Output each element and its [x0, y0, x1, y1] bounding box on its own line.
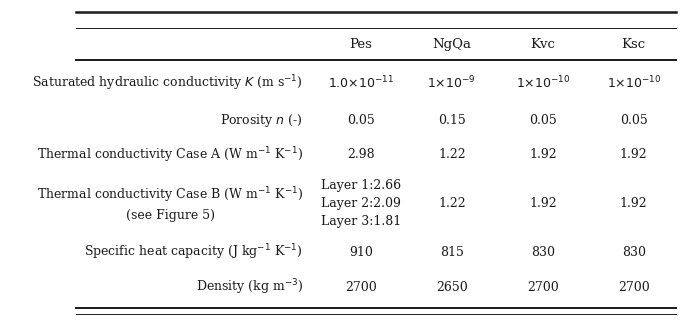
Text: 1.92: 1.92: [620, 197, 647, 210]
Text: 1.92: 1.92: [620, 149, 647, 162]
Text: 0.15: 0.15: [438, 114, 466, 127]
Text: $1{\times}10^{-10}$: $1{\times}10^{-10}$: [606, 75, 661, 91]
Text: Saturated hydraulic conductivity $K$ (m s$^{-1}$): Saturated hydraulic conductivity $K$ (m …: [32, 73, 303, 93]
Text: $1.0{\times}10^{-11}$: $1.0{\times}10^{-11}$: [328, 75, 394, 91]
Text: 1.92: 1.92: [529, 149, 557, 162]
Text: Kvc: Kvc: [531, 37, 555, 50]
Text: 0.05: 0.05: [529, 114, 557, 127]
Text: 2.98: 2.98: [347, 149, 374, 162]
Text: 830: 830: [622, 246, 646, 259]
Text: 830: 830: [531, 246, 554, 259]
Text: $1{\times}10^{-10}$: $1{\times}10^{-10}$: [516, 75, 570, 91]
Text: 2700: 2700: [527, 281, 559, 294]
Text: Thermal conductivity Case A (W m$^{-1}$ K$^{-1}$): Thermal conductivity Case A (W m$^{-1}$ …: [37, 145, 303, 165]
Text: 815: 815: [440, 246, 464, 259]
Text: 2650: 2650: [436, 281, 468, 294]
Text: Density (kg m$^{-3}$): Density (kg m$^{-3}$): [196, 277, 303, 297]
Text: Pes: Pes: [349, 37, 372, 50]
Text: 0.05: 0.05: [347, 114, 374, 127]
Text: 910: 910: [349, 246, 373, 259]
Text: 0.05: 0.05: [620, 114, 648, 127]
Text: Ksc: Ksc: [622, 37, 646, 50]
Text: 1.92: 1.92: [529, 197, 557, 210]
Text: Specific heat capacity (J kg$^{-1}$ K$^{-1}$): Specific heat capacity (J kg$^{-1}$ K$^{…: [85, 243, 303, 263]
Text: Porosity $n$ (-): Porosity $n$ (-): [220, 112, 303, 129]
Text: Thermal conductivity Case B (W m$^{-1}$ K$^{-1}$)
(see Figure 5): Thermal conductivity Case B (W m$^{-1}$ …: [37, 185, 303, 222]
Text: 2700: 2700: [618, 281, 650, 294]
Text: 2700: 2700: [345, 281, 376, 294]
Text: 1.22: 1.22: [438, 149, 466, 162]
Text: NgQa: NgQa: [432, 37, 471, 50]
Text: $1{\times}10^{-9}$: $1{\times}10^{-9}$: [428, 75, 476, 91]
Text: Layer 1:2.66
Layer 2:2.09
Layer 3:1.81: Layer 1:2.66 Layer 2:2.09 Layer 3:1.81: [321, 179, 401, 228]
Text: 1.22: 1.22: [438, 197, 466, 210]
